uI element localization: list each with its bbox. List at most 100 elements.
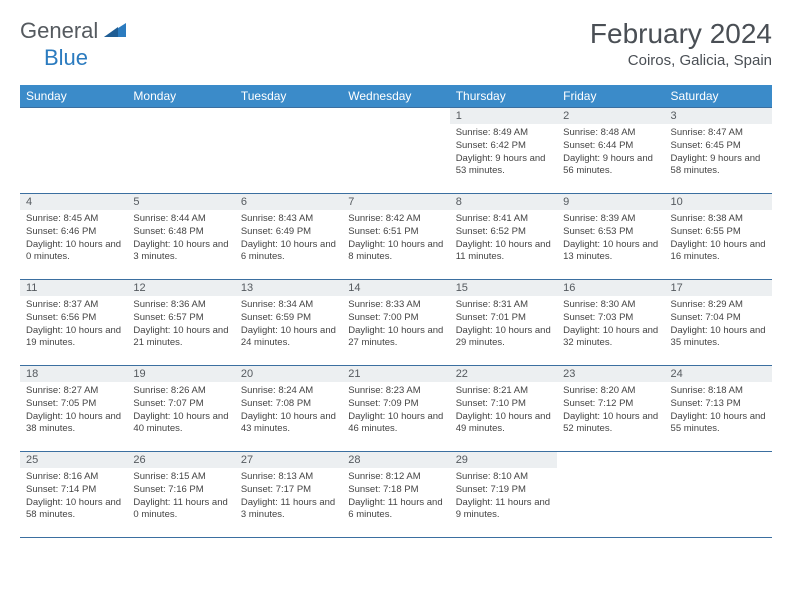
calendar-cell: 21Sunrise: 8:23 AMSunset: 7:09 PMDayligh… [342, 366, 449, 452]
day-number: 14 [342, 280, 449, 296]
day-details: Sunrise: 8:44 AMSunset: 6:48 PMDaylight:… [127, 210, 234, 268]
day-details: Sunrise: 8:20 AMSunset: 7:12 PMDaylight:… [557, 382, 664, 440]
day-details: Sunrise: 8:43 AMSunset: 6:49 PMDaylight:… [235, 210, 342, 268]
calendar-cell: 22Sunrise: 8:21 AMSunset: 7:10 PMDayligh… [450, 366, 557, 452]
day-details: Sunrise: 8:37 AMSunset: 6:56 PMDaylight:… [20, 296, 127, 354]
calendar-cell: 18Sunrise: 8:27 AMSunset: 7:05 PMDayligh… [20, 366, 127, 452]
day-details: Sunrise: 8:48 AMSunset: 6:44 PMDaylight:… [557, 124, 664, 182]
weekday-header: Saturday [665, 85, 772, 108]
weekday-header: Sunday [20, 85, 127, 108]
calendar-cell: 23Sunrise: 8:20 AMSunset: 7:12 PMDayligh… [557, 366, 664, 452]
day-number: 17 [665, 280, 772, 296]
calendar-cell: 19Sunrise: 8:26 AMSunset: 7:07 PMDayligh… [127, 366, 234, 452]
day-number: 6 [235, 194, 342, 210]
day-number: 5 [127, 194, 234, 210]
logo-word2: Blue [44, 45, 88, 71]
calendar-cell: 17Sunrise: 8:29 AMSunset: 7:04 PMDayligh… [665, 280, 772, 366]
day-number: 25 [20, 452, 127, 468]
weekday-header-row: Sunday Monday Tuesday Wednesday Thursday… [20, 85, 772, 108]
calendar-cell: 16Sunrise: 8:30 AMSunset: 7:03 PMDayligh… [557, 280, 664, 366]
weekday-header: Tuesday [235, 85, 342, 108]
day-details: Sunrise: 8:36 AMSunset: 6:57 PMDaylight:… [127, 296, 234, 354]
day-number: 18 [20, 366, 127, 382]
calendar-cell: 10Sunrise: 8:38 AMSunset: 6:55 PMDayligh… [665, 194, 772, 280]
logo: General [20, 18, 128, 44]
calendar-cell: 25Sunrise: 8:16 AMSunset: 7:14 PMDayligh… [20, 452, 127, 538]
day-details: Sunrise: 8:49 AMSunset: 6:42 PMDaylight:… [450, 124, 557, 182]
day-number: 21 [342, 366, 449, 382]
logo-word1: General [20, 18, 98, 44]
day-number: 11 [20, 280, 127, 296]
weekday-header: Monday [127, 85, 234, 108]
day-details: Sunrise: 8:30 AMSunset: 7:03 PMDaylight:… [557, 296, 664, 354]
day-details: Sunrise: 8:18 AMSunset: 7:13 PMDaylight:… [665, 382, 772, 440]
weekday-header: Friday [557, 85, 664, 108]
day-number: 8 [450, 194, 557, 210]
weekday-header: Thursday [450, 85, 557, 108]
day-number: 2 [557, 108, 664, 124]
calendar-cell: 3Sunrise: 8:47 AMSunset: 6:45 PMDaylight… [665, 108, 772, 194]
day-details: Sunrise: 8:27 AMSunset: 7:05 PMDaylight:… [20, 382, 127, 440]
day-details: Sunrise: 8:26 AMSunset: 7:07 PMDaylight:… [127, 382, 234, 440]
day-details: Sunrise: 8:21 AMSunset: 7:10 PMDaylight:… [450, 382, 557, 440]
calendar-cell: 8Sunrise: 8:41 AMSunset: 6:52 PMDaylight… [450, 194, 557, 280]
day-details: Sunrise: 8:34 AMSunset: 6:59 PMDaylight:… [235, 296, 342, 354]
calendar-cell [557, 452, 664, 538]
day-number: 27 [235, 452, 342, 468]
day-number: 29 [450, 452, 557, 468]
day-details: Sunrise: 8:24 AMSunset: 7:08 PMDaylight:… [235, 382, 342, 440]
day-details: Sunrise: 8:31 AMSunset: 7:01 PMDaylight:… [450, 296, 557, 354]
calendar-cell [665, 452, 772, 538]
title-block: February 2024 Coiros, Galicia, Spain [590, 18, 772, 69]
day-number: 23 [557, 366, 664, 382]
day-number: 9 [557, 194, 664, 210]
calendar-cell: 13Sunrise: 8:34 AMSunset: 6:59 PMDayligh… [235, 280, 342, 366]
calendar-body: 1Sunrise: 8:49 AMSunset: 6:42 PMDaylight… [20, 108, 772, 538]
day-details: Sunrise: 8:13 AMSunset: 7:17 PMDaylight:… [235, 468, 342, 526]
day-details: Sunrise: 8:33 AMSunset: 7:00 PMDaylight:… [342, 296, 449, 354]
calendar-cell: 7Sunrise: 8:42 AMSunset: 6:51 PMDaylight… [342, 194, 449, 280]
day-number: 4 [20, 194, 127, 210]
day-number: 3 [665, 108, 772, 124]
calendar-cell: 28Sunrise: 8:12 AMSunset: 7:18 PMDayligh… [342, 452, 449, 538]
calendar-cell [342, 108, 449, 194]
day-number: 15 [450, 280, 557, 296]
calendar-cell: 4Sunrise: 8:45 AMSunset: 6:46 PMDaylight… [20, 194, 127, 280]
calendar-cell: 12Sunrise: 8:36 AMSunset: 6:57 PMDayligh… [127, 280, 234, 366]
calendar-cell: 26Sunrise: 8:15 AMSunset: 7:16 PMDayligh… [127, 452, 234, 538]
day-number: 16 [557, 280, 664, 296]
day-number: 19 [127, 366, 234, 382]
calendar-cell: 1Sunrise: 8:49 AMSunset: 6:42 PMDaylight… [450, 108, 557, 194]
day-number: 22 [450, 366, 557, 382]
calendar-cell: 5Sunrise: 8:44 AMSunset: 6:48 PMDaylight… [127, 194, 234, 280]
day-details: Sunrise: 8:29 AMSunset: 7:04 PMDaylight:… [665, 296, 772, 354]
weekday-header: Wednesday [342, 85, 449, 108]
day-number: 13 [235, 280, 342, 296]
day-details: Sunrise: 8:23 AMSunset: 7:09 PMDaylight:… [342, 382, 449, 440]
calendar-cell: 15Sunrise: 8:31 AMSunset: 7:01 PMDayligh… [450, 280, 557, 366]
day-details: Sunrise: 8:47 AMSunset: 6:45 PMDaylight:… [665, 124, 772, 182]
day-number: 1 [450, 108, 557, 124]
calendar-cell [20, 108, 127, 194]
calendar-row: 1Sunrise: 8:49 AMSunset: 6:42 PMDaylight… [20, 108, 772, 194]
calendar-cell: 11Sunrise: 8:37 AMSunset: 6:56 PMDayligh… [20, 280, 127, 366]
day-details: Sunrise: 8:45 AMSunset: 6:46 PMDaylight:… [20, 210, 127, 268]
day-number: 26 [127, 452, 234, 468]
day-details: Sunrise: 8:15 AMSunset: 7:16 PMDaylight:… [127, 468, 234, 526]
day-number: 10 [665, 194, 772, 210]
calendar-row: 18Sunrise: 8:27 AMSunset: 7:05 PMDayligh… [20, 366, 772, 452]
calendar-cell: 6Sunrise: 8:43 AMSunset: 6:49 PMDaylight… [235, 194, 342, 280]
calendar-row: 25Sunrise: 8:16 AMSunset: 7:14 PMDayligh… [20, 452, 772, 538]
calendar-cell [127, 108, 234, 194]
day-details: Sunrise: 8:12 AMSunset: 7:18 PMDaylight:… [342, 468, 449, 526]
calendar-cell: 9Sunrise: 8:39 AMSunset: 6:53 PMDaylight… [557, 194, 664, 280]
day-details: Sunrise: 8:42 AMSunset: 6:51 PMDaylight:… [342, 210, 449, 268]
calendar-cell: 2Sunrise: 8:48 AMSunset: 6:44 PMDaylight… [557, 108, 664, 194]
day-number: 12 [127, 280, 234, 296]
day-details: Sunrise: 8:10 AMSunset: 7:19 PMDaylight:… [450, 468, 557, 526]
day-details: Sunrise: 8:39 AMSunset: 6:53 PMDaylight:… [557, 210, 664, 268]
calendar-row: 4Sunrise: 8:45 AMSunset: 6:46 PMDaylight… [20, 194, 772, 280]
day-number: 7 [342, 194, 449, 210]
location: Coiros, Galicia, Spain [590, 52, 772, 69]
day-details: Sunrise: 8:41 AMSunset: 6:52 PMDaylight:… [450, 210, 557, 268]
